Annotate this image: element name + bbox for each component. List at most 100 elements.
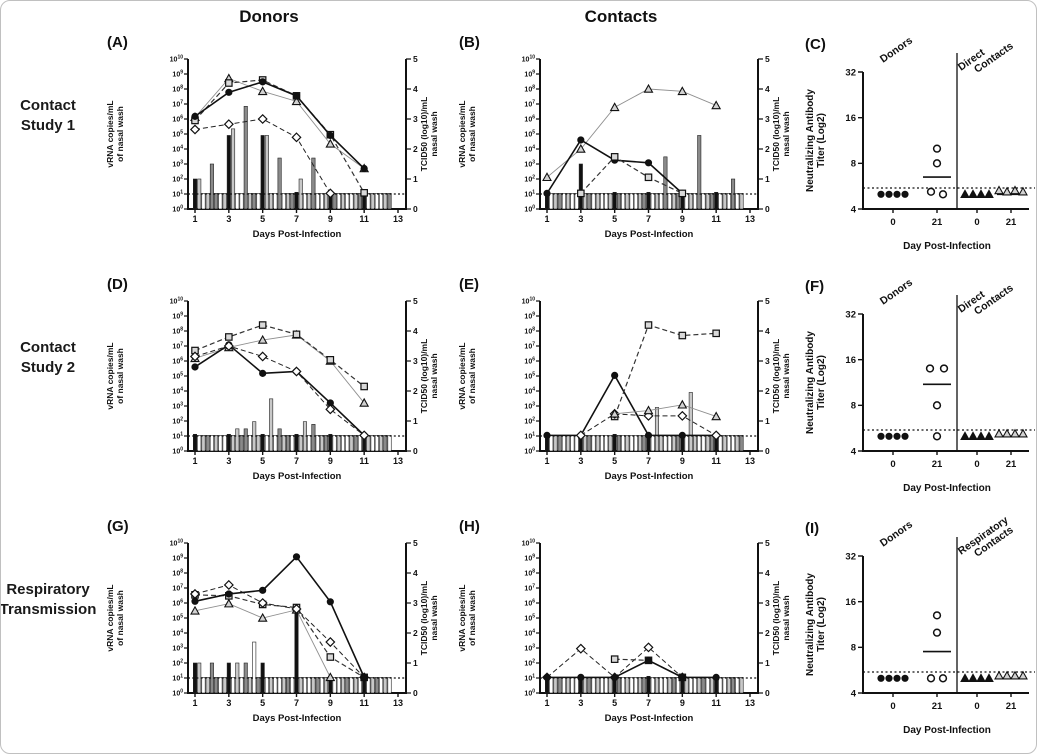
svg-text:0: 0	[765, 688, 770, 698]
svg-text:3: 3	[765, 356, 770, 366]
svg-text:5: 5	[612, 456, 617, 466]
svg-text:Days Post-Infection: Days Post-Infection	[253, 713, 342, 724]
svg-text:Neutralizing AntibodyTiter (Lo: Neutralizing AntibodyTiter (Log2)	[805, 89, 827, 192]
svg-text:1010: 1010	[170, 54, 184, 63]
svg-text:3: 3	[765, 598, 770, 608]
svg-text:104: 104	[524, 144, 535, 153]
svg-text:3: 3	[413, 356, 418, 366]
svg-text:7: 7	[294, 214, 299, 224]
svg-text:(D): (D)	[107, 276, 128, 293]
svg-text:TCID50 (log10)/mLnasal wash: TCID50 (log10)/mLnasal wash	[419, 581, 439, 656]
svg-text:11: 11	[711, 214, 721, 224]
svg-text:16: 16	[845, 597, 856, 608]
svg-text:107: 107	[172, 99, 183, 108]
svg-text:104: 104	[172, 386, 183, 395]
svg-text:13: 13	[393, 456, 403, 466]
svg-text:106: 106	[172, 114, 183, 123]
header-spacer-left	[1, 1, 93, 27]
svg-text:21: 21	[932, 701, 943, 712]
svg-text:(E): (E)	[459, 276, 479, 293]
svg-text:vRNA copies/mLof nasal wash: vRNA copies/mLof nasal wash	[105, 584, 125, 651]
svg-text:Day Post-Infection: Day Post-Infection	[903, 483, 991, 494]
svg-text:5: 5	[413, 296, 418, 306]
panel-b-contacts-viral-chart: (B) 100 101 102 103 104 105 106 107 108 109 1010 0 1 2…	[445, 27, 797, 274]
svg-text:vRNA copies/mLof nasal wash: vRNA copies/mLof nasal wash	[105, 342, 125, 409]
svg-text:103: 103	[172, 159, 183, 168]
svg-text:0: 0	[765, 204, 770, 214]
svg-text:2: 2	[413, 386, 418, 396]
svg-text:104: 104	[524, 386, 535, 395]
svg-text:108: 108	[172, 568, 183, 577]
svg-text:11: 11	[359, 698, 369, 708]
svg-text:Days Post-Infection: Days Post-Infection	[605, 713, 694, 724]
svg-text:32: 32	[845, 551, 856, 562]
svg-text:5: 5	[765, 54, 770, 64]
svg-text:3: 3	[578, 698, 583, 708]
svg-text:100: 100	[172, 446, 183, 455]
svg-text:Days Post-Infection: Days Post-Infection	[605, 471, 694, 482]
svg-text:109: 109	[172, 311, 183, 320]
svg-text:9: 9	[680, 698, 685, 708]
svg-text:102: 102	[524, 174, 535, 183]
svg-text:8: 8	[851, 159, 856, 170]
svg-text:vRNA copies/mLof nasal wash: vRNA copies/mLof nasal wash	[457, 100, 477, 167]
svg-text:1: 1	[765, 416, 770, 426]
svg-text:21: 21	[1006, 217, 1017, 228]
svg-text:101: 101	[172, 431, 183, 440]
svg-text:13: 13	[393, 214, 403, 224]
svg-text:100: 100	[172, 688, 183, 697]
svg-text:2: 2	[765, 144, 770, 154]
row-label-contact-study-1: Contact Study 1	[20, 97, 76, 134]
svg-text:TCID50 (log10)/mLnasal wash: TCID50 (log10)/mLnasal wash	[771, 339, 791, 414]
svg-text:32: 32	[845, 309, 856, 320]
svg-text:109: 109	[524, 311, 535, 320]
svg-text:Day Post-Infection: Day Post-Infection	[903, 725, 991, 736]
svg-text:5: 5	[260, 698, 265, 708]
panel-h-contacts-viral-chart: (H) 100 101 102 103 104 105 106 107 108 109 1010 0 1 2…	[445, 511, 797, 753]
svg-text:3: 3	[413, 598, 418, 608]
svg-text:32: 32	[845, 67, 856, 78]
svg-text:0: 0	[413, 688, 418, 698]
svg-text:101: 101	[172, 189, 183, 198]
svg-text:0: 0	[765, 446, 770, 456]
svg-text:TCID50 (log10)/mLnasal wash: TCID50 (log10)/mLnasal wash	[419, 97, 439, 172]
svg-text:102: 102	[524, 658, 535, 667]
svg-text:107: 107	[524, 341, 535, 350]
svg-text:21: 21	[1006, 459, 1017, 470]
svg-text:RespiratoryContacts: RespiratoryContacts	[956, 514, 1017, 566]
svg-text:4: 4	[851, 688, 857, 699]
svg-text:100: 100	[524, 446, 535, 455]
svg-text:105: 105	[172, 371, 183, 380]
svg-text:4: 4	[765, 84, 770, 94]
svg-text:(G): (G)	[107, 518, 129, 535]
svg-text:(C): (C)	[805, 36, 826, 53]
svg-text:Donors: Donors	[878, 276, 915, 307]
svg-text:107: 107	[524, 99, 535, 108]
svg-text:5: 5	[765, 296, 770, 306]
svg-text:4: 4	[851, 204, 857, 215]
svg-text:8: 8	[851, 401, 856, 412]
svg-text:2: 2	[413, 628, 418, 638]
svg-text:11: 11	[359, 214, 369, 224]
row-contact-study-1: Contact Study 1 (A) 100 101 102 103 104 105 106…	[1, 27, 1036, 269]
svg-text:101: 101	[172, 673, 183, 682]
svg-text:0: 0	[890, 701, 895, 712]
svg-text:TCID50 (log10)/mLnasal wash: TCID50 (log10)/mLnasal wash	[419, 339, 439, 414]
svg-text:(B): (B)	[459, 34, 480, 51]
svg-text:9: 9	[328, 698, 333, 708]
row-label-respiratory-transmission: Respiratory Transmission	[0, 581, 97, 618]
svg-text:109: 109	[524, 69, 535, 78]
svg-text:105: 105	[524, 613, 535, 622]
svg-text:102: 102	[172, 658, 183, 667]
svg-text:103: 103	[172, 643, 183, 652]
svg-text:1: 1	[765, 658, 770, 668]
svg-text:1: 1	[544, 698, 549, 708]
svg-text:7: 7	[294, 456, 299, 466]
svg-text:105: 105	[172, 613, 183, 622]
svg-text:104: 104	[172, 144, 183, 153]
svg-text:0: 0	[413, 204, 418, 214]
svg-text:2: 2	[765, 628, 770, 638]
svg-text:13: 13	[745, 456, 755, 466]
svg-text:108: 108	[172, 326, 183, 335]
svg-text:1010: 1010	[170, 296, 184, 305]
